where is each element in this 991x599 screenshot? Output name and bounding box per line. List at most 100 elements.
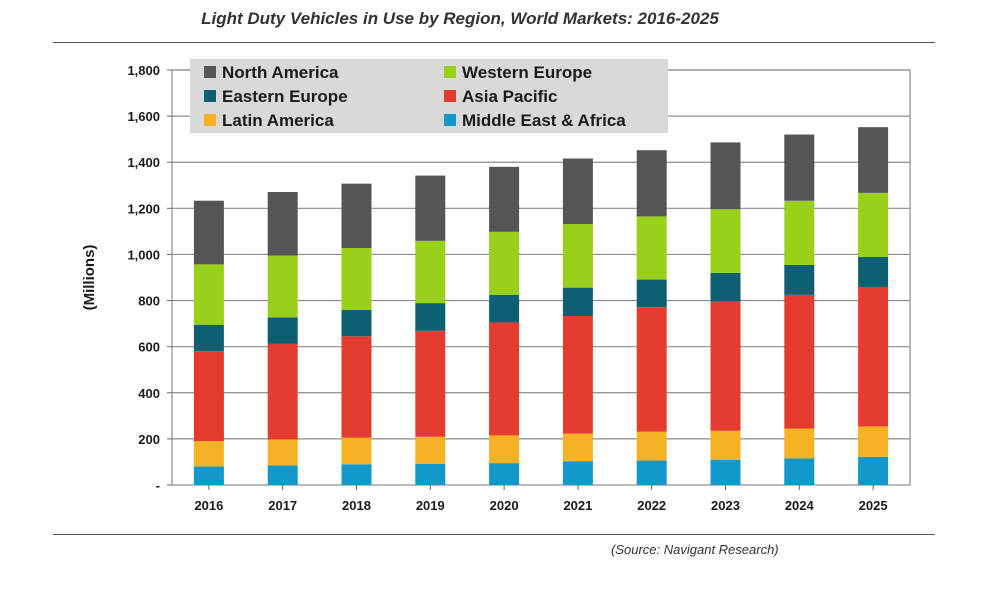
axes: - 200 400 600 800 1,000 1,200 1,400 1,600 1,800 20…	[81, 63, 888, 513]
y-tick-label: 1,200	[127, 201, 160, 216]
bar-eastern-europe-2024	[784, 264, 815, 295]
legend-label-western-europe: Western Europe	[462, 63, 592, 82]
x-tick-label: 2021	[563, 498, 592, 513]
source-note: (Source: Navigant Research)	[611, 542, 779, 557]
x-tick-label: 2017	[268, 498, 297, 513]
bar-eastern-europe-2023	[710, 272, 741, 302]
bar-asia-pacific-2025	[858, 286, 889, 427]
bar-western-europe-2021	[562, 224, 593, 288]
y-tick-label: 400	[138, 386, 160, 401]
bar-eastern-europe-2017	[267, 317, 298, 344]
bar-north-america-2017	[267, 191, 298, 256]
bar-eastern-europe-2018	[341, 309, 372, 337]
x-tick-label: 2023	[711, 498, 740, 513]
legend-swatch-middle-east-and-africa	[444, 114, 456, 126]
bar-asia-pacific-2017	[267, 343, 298, 440]
bar-middle-east-and-africa-2024	[784, 458, 815, 485]
legend-swatch-asia-pacific	[444, 90, 456, 102]
legend-label-asia-pacific: Asia Pacific	[462, 87, 557, 106]
title-divider	[53, 42, 935, 43]
y-tick-label: 200	[138, 432, 160, 447]
bar-latin-america-2018	[341, 437, 372, 465]
legend-swatch-western-europe	[444, 66, 456, 78]
bar-north-america-2018	[341, 183, 372, 248]
bar-latin-america-2017	[267, 439, 298, 466]
bar-latin-america-2022	[636, 431, 667, 461]
bar-middle-east-and-africa-2020	[489, 463, 520, 485]
bar-eastern-europe-2019	[415, 303, 446, 331]
bar-western-europe-2022	[636, 216, 667, 280]
y-tick-label: 600	[138, 340, 160, 355]
bar-north-america-2019	[415, 175, 446, 241]
bar-middle-east-and-africa-2023	[710, 459, 741, 485]
bar-middle-east-and-africa-2016	[193, 466, 224, 485]
bar-north-america-2022	[636, 150, 667, 217]
bar-middle-east-and-africa-2019	[415, 463, 446, 485]
bar-eastern-europe-2020	[489, 294, 520, 323]
bar-eastern-europe-2025	[858, 256, 889, 287]
legend-swatch-latin-america	[204, 114, 216, 126]
bar-middle-east-and-africa-2017	[267, 465, 298, 485]
bar-north-america-2023	[710, 142, 741, 210]
legend-label-middle-east-and-africa: Middle East & Africa	[462, 111, 626, 130]
bar-latin-america-2019	[415, 436, 446, 464]
bar-eastern-europe-2022	[636, 279, 667, 308]
bar-western-europe-2016	[193, 264, 224, 325]
bar-asia-pacific-2024	[784, 294, 815, 429]
bar-north-america-2021	[562, 158, 593, 225]
bar-middle-east-and-africa-2022	[636, 460, 667, 485]
legend-swatch-eastern-europe	[204, 90, 216, 102]
legend: North America Western Europe Eastern Europ…	[190, 59, 668, 133]
bar-western-europe-2020	[489, 231, 520, 295]
bar-middle-east-and-africa-2021	[562, 461, 593, 485]
bar-latin-america-2025	[858, 426, 889, 457]
y-tick-label: 1,000	[127, 247, 160, 262]
y-tick-label: 1,600	[127, 109, 160, 124]
legend-swatch-north-america	[204, 66, 216, 78]
bar-asia-pacific-2020	[489, 322, 520, 436]
bar-asia-pacific-2016	[193, 351, 224, 442]
bar-north-america-2025	[858, 127, 889, 193]
legend-box	[190, 59, 668, 133]
x-tick-label: 2019	[416, 498, 445, 513]
bar-eastern-europe-2021	[562, 287, 593, 317]
y-tick-label: 800	[138, 294, 160, 309]
bar-western-europe-2023	[710, 209, 741, 273]
bar-latin-america-2020	[489, 435, 520, 464]
legend-label-north-america: North America	[222, 63, 339, 82]
bar-north-america-2020	[489, 166, 520, 232]
bar-asia-pacific-2019	[415, 330, 446, 437]
bar-asia-pacific-2023	[710, 301, 741, 431]
bar-western-europe-2017	[267, 255, 298, 318]
bar-latin-america-2024	[784, 428, 815, 459]
bar-middle-east-and-africa-2025	[858, 456, 889, 485]
bar-asia-pacific-2021	[562, 316, 593, 434]
bar-western-europe-2019	[415, 240, 446, 304]
bar-western-europe-2024	[784, 200, 815, 265]
bar-north-america-2016	[193, 200, 224, 265]
bar-western-europe-2018	[341, 247, 372, 310]
y-tick-label: -	[156, 478, 160, 493]
bar-middle-east-and-africa-2018	[341, 464, 372, 485]
y-axis-title: (Millions)	[81, 245, 98, 311]
x-tick-label: 2025	[859, 498, 888, 513]
legend-label-latin-america: Latin America	[222, 111, 334, 130]
legend-label-eastern-europe: Eastern Europe	[222, 87, 348, 106]
x-tick-label: 2020	[490, 498, 519, 513]
bars	[193, 127, 889, 485]
y-tick-label: 1,400	[127, 155, 160, 170]
bar-eastern-europe-2016	[193, 324, 224, 352]
x-tick-label: 2018	[342, 498, 371, 513]
bar-asia-pacific-2022	[636, 307, 667, 432]
x-tick-label: 2016	[194, 498, 223, 513]
bar-north-america-2024	[784, 134, 815, 201]
chart-title: Light Duty Vehicles in Use by Region, Wo…	[201, 9, 719, 28]
bar-western-europe-2025	[858, 192, 889, 257]
bar-latin-america-2016	[193, 441, 224, 467]
x-tick-label: 2024	[785, 498, 815, 513]
bar-latin-america-2021	[562, 433, 593, 462]
x-tick-label: 2022	[637, 498, 666, 513]
bar-latin-america-2023	[710, 430, 741, 460]
bar-asia-pacific-2018	[341, 336, 372, 438]
